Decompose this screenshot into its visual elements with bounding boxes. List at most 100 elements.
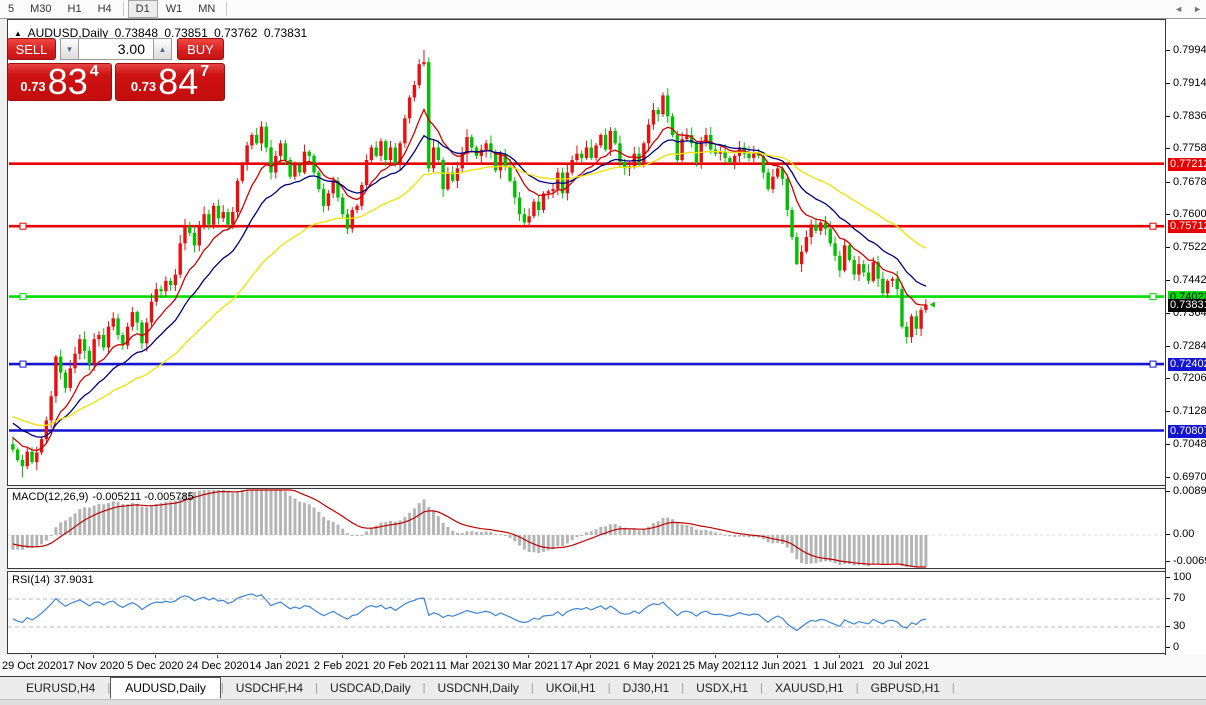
- price-tick-label: 0.75220: [1173, 240, 1206, 253]
- tab-ukoil-h1[interactable]: UKOil,H1: [545, 681, 596, 695]
- tab-separator: |: [855, 682, 859, 694]
- sell-price-display[interactable]: 0.73 83 4: [7, 63, 112, 101]
- price-line-badge-0.75712: 0.75712: [1168, 220, 1206, 234]
- tab-separator: |: [107, 682, 111, 694]
- tab-audusd-daily[interactable]: AUDUSD,Daily: [110, 677, 221, 699]
- axis-tick-mark: [1166, 148, 1170, 150]
- tab-scroll-left-icon[interactable]: ◄: [1174, 4, 1184, 14]
- price-tick-label: 0.79140: [1173, 77, 1206, 90]
- ma-mid-line: [12, 134, 927, 438]
- axis-tick-mark: [1166, 83, 1170, 85]
- macd-label: MACD(12,26,9) -0.005211 -0.005785: [12, 491, 194, 503]
- tab-separator: |: [951, 682, 955, 694]
- rsi-indicator-panel[interactable]: RSI(14) 37.9031: [7, 571, 1165, 654]
- tab-separator: |: [607, 682, 611, 694]
- date-axis[interactable]: 29 Oct 2020 17 Nov 2020 5 Dec 2020 24 Dec 2…: [0, 655, 1206, 677]
- buy-button[interactable]: BUY: [177, 38, 224, 60]
- tab-separator: |: [220, 682, 224, 694]
- status-strip: [0, 700, 1206, 705]
- tab-separator: |: [530, 682, 534, 694]
- sell-price-big: 83: [47, 61, 88, 102]
- volume-input[interactable]: [79, 38, 153, 60]
- volume-increase-button[interactable]: ▲: [153, 38, 172, 60]
- buy-price-pip: 7: [200, 63, 210, 80]
- axis-tick-mark: [1166, 50, 1170, 51]
- date-label: 5 Dec 2020: [127, 660, 184, 672]
- tab-usdx-h1[interactable]: USDX,H1: [696, 681, 749, 695]
- sell-button[interactable]: SELL: [7, 38, 56, 60]
- price-tick-label: 0.78360: [1173, 109, 1206, 122]
- rsi-chart: [8, 593, 1164, 632]
- timeframe-button-M30[interactable]: M30: [30, 3, 52, 15]
- axis-tick-mark: [1166, 246, 1170, 248]
- axis-tick-mark: [1166, 491, 1170, 492]
- date-label: 12 Jun 2021: [746, 660, 807, 672]
- price-tick-label: 0.71280: [1173, 404, 1206, 417]
- tab-dj30-h1[interactable]: DJ30,H1: [622, 681, 670, 695]
- price-axis[interactable]: 0.79940 0.79140 0.78360 0.77580 0.76780 0.760…: [1165, 19, 1206, 656]
- ohlc-low: 0.73762: [214, 26, 258, 40]
- horizontal-level-lines[interactable]: [9, 162, 1164, 432]
- axis-tick-mark: [1166, 378, 1170, 380]
- timeframe-button-W1[interactable]: W1: [165, 3, 183, 15]
- date-tick-mark: [31, 655, 33, 658]
- spin-down-icon: ▼: [65, 44, 74, 54]
- tab-usdchf-h4[interactable]: USDCHF,H4: [235, 681, 304, 695]
- macd-tick-label: 0.008903: [1173, 485, 1206, 497]
- candlestick-chart[interactable]: [8, 20, 1164, 485]
- level-handle[interactable]: [19, 360, 27, 368]
- timeframe-button-H1[interactable]: H1: [67, 3, 82, 15]
- tab-gbpusd-h1[interactable]: GBPUSD,H1: [870, 681, 940, 695]
- tab-separator: |: [760, 682, 764, 694]
- date-tick-mark: [279, 655, 281, 658]
- date-label: 14 Jan 2021: [249, 660, 310, 672]
- level-handle[interactable]: [1149, 360, 1157, 368]
- timeframe-button-MN[interactable]: MN: [198, 3, 216, 15]
- tab-separator: |: [681, 682, 685, 694]
- date-tick-mark: [217, 655, 219, 658]
- macd-tick-label: 0.00: [1173, 528, 1195, 540]
- date-label: 17 Apr 2021: [560, 660, 620, 672]
- buy-price-display[interactable]: 0.73 84 7: [115, 63, 225, 101]
- price-tick-label: 0.76000: [1173, 208, 1206, 221]
- tab-eurusd-h4[interactable]: EURUSD,H4: [26, 681, 96, 695]
- date-label: 1 Jul 2021: [813, 660, 865, 672]
- level-handle[interactable]: [1149, 293, 1157, 301]
- price-line-badge-0.77212: 0.77212: [1168, 157, 1206, 171]
- date-tick-mark: [93, 655, 95, 658]
- level-handle[interactable]: [19, 293, 27, 301]
- tab-xauusd-h1[interactable]: XAUUSD,H1: [775, 681, 844, 695]
- date-label: 17 Nov 2020: [61, 660, 125, 672]
- axis-tick-mark: [1166, 598, 1170, 599]
- collapse-triangle-icon[interactable]: ▲: [14, 29, 22, 38]
- price-tick-label: 0.79940: [1173, 44, 1206, 56]
- candles-layer: [11, 50, 928, 478]
- timeframe-button-D1[interactable]: D1: [127, 0, 158, 18]
- date-label: 30 Mar 2021: [497, 660, 560, 672]
- ohlc-high: 0.73851: [164, 26, 208, 40]
- timeframe-button-H4[interactable]: H4: [97, 3, 112, 15]
- date-tick-mark: [590, 655, 592, 658]
- macd-indicator-panel[interactable]: MACD(12,26,9) -0.005211 -0.005785: [7, 488, 1165, 569]
- price-line-badge-0.72402: 0.72402: [1168, 358, 1206, 372]
- axis-tick-mark: [1166, 626, 1170, 627]
- level-handle[interactable]: [1149, 222, 1157, 230]
- date-tick-mark: [528, 655, 530, 658]
- axis-tick-mark: [1166, 115, 1170, 117]
- price-tick-label: 0.69700: [1173, 470, 1206, 483]
- axis-tick-mark: [1166, 410, 1170, 412]
- date-label: 6 May 2021: [623, 660, 682, 672]
- level-handle[interactable]: [19, 222, 27, 230]
- timeframe-button-5[interactable]: 5: [8, 3, 15, 15]
- axis-tick-mark: [1166, 534, 1170, 535]
- ohlc-close: 0.73831: [263, 26, 308, 40]
- price-tick-label: 0.72060: [1173, 372, 1206, 385]
- tab-usdcad-daily[interactable]: USDCAD,Daily: [329, 681, 411, 695]
- date-label: 20 Jul 2021: [872, 660, 930, 672]
- tab-scroll-right-icon[interactable]: ►: [1193, 4, 1202, 14]
- buy-price-prefix: 0.73: [130, 79, 157, 94]
- tab-usdcnh-daily[interactable]: USDCNH,Daily: [437, 681, 519, 695]
- tab-scroll-buttons: ◄ ►: [1174, 4, 1202, 14]
- volume-decrease-button[interactable]: ▼: [60, 38, 79, 60]
